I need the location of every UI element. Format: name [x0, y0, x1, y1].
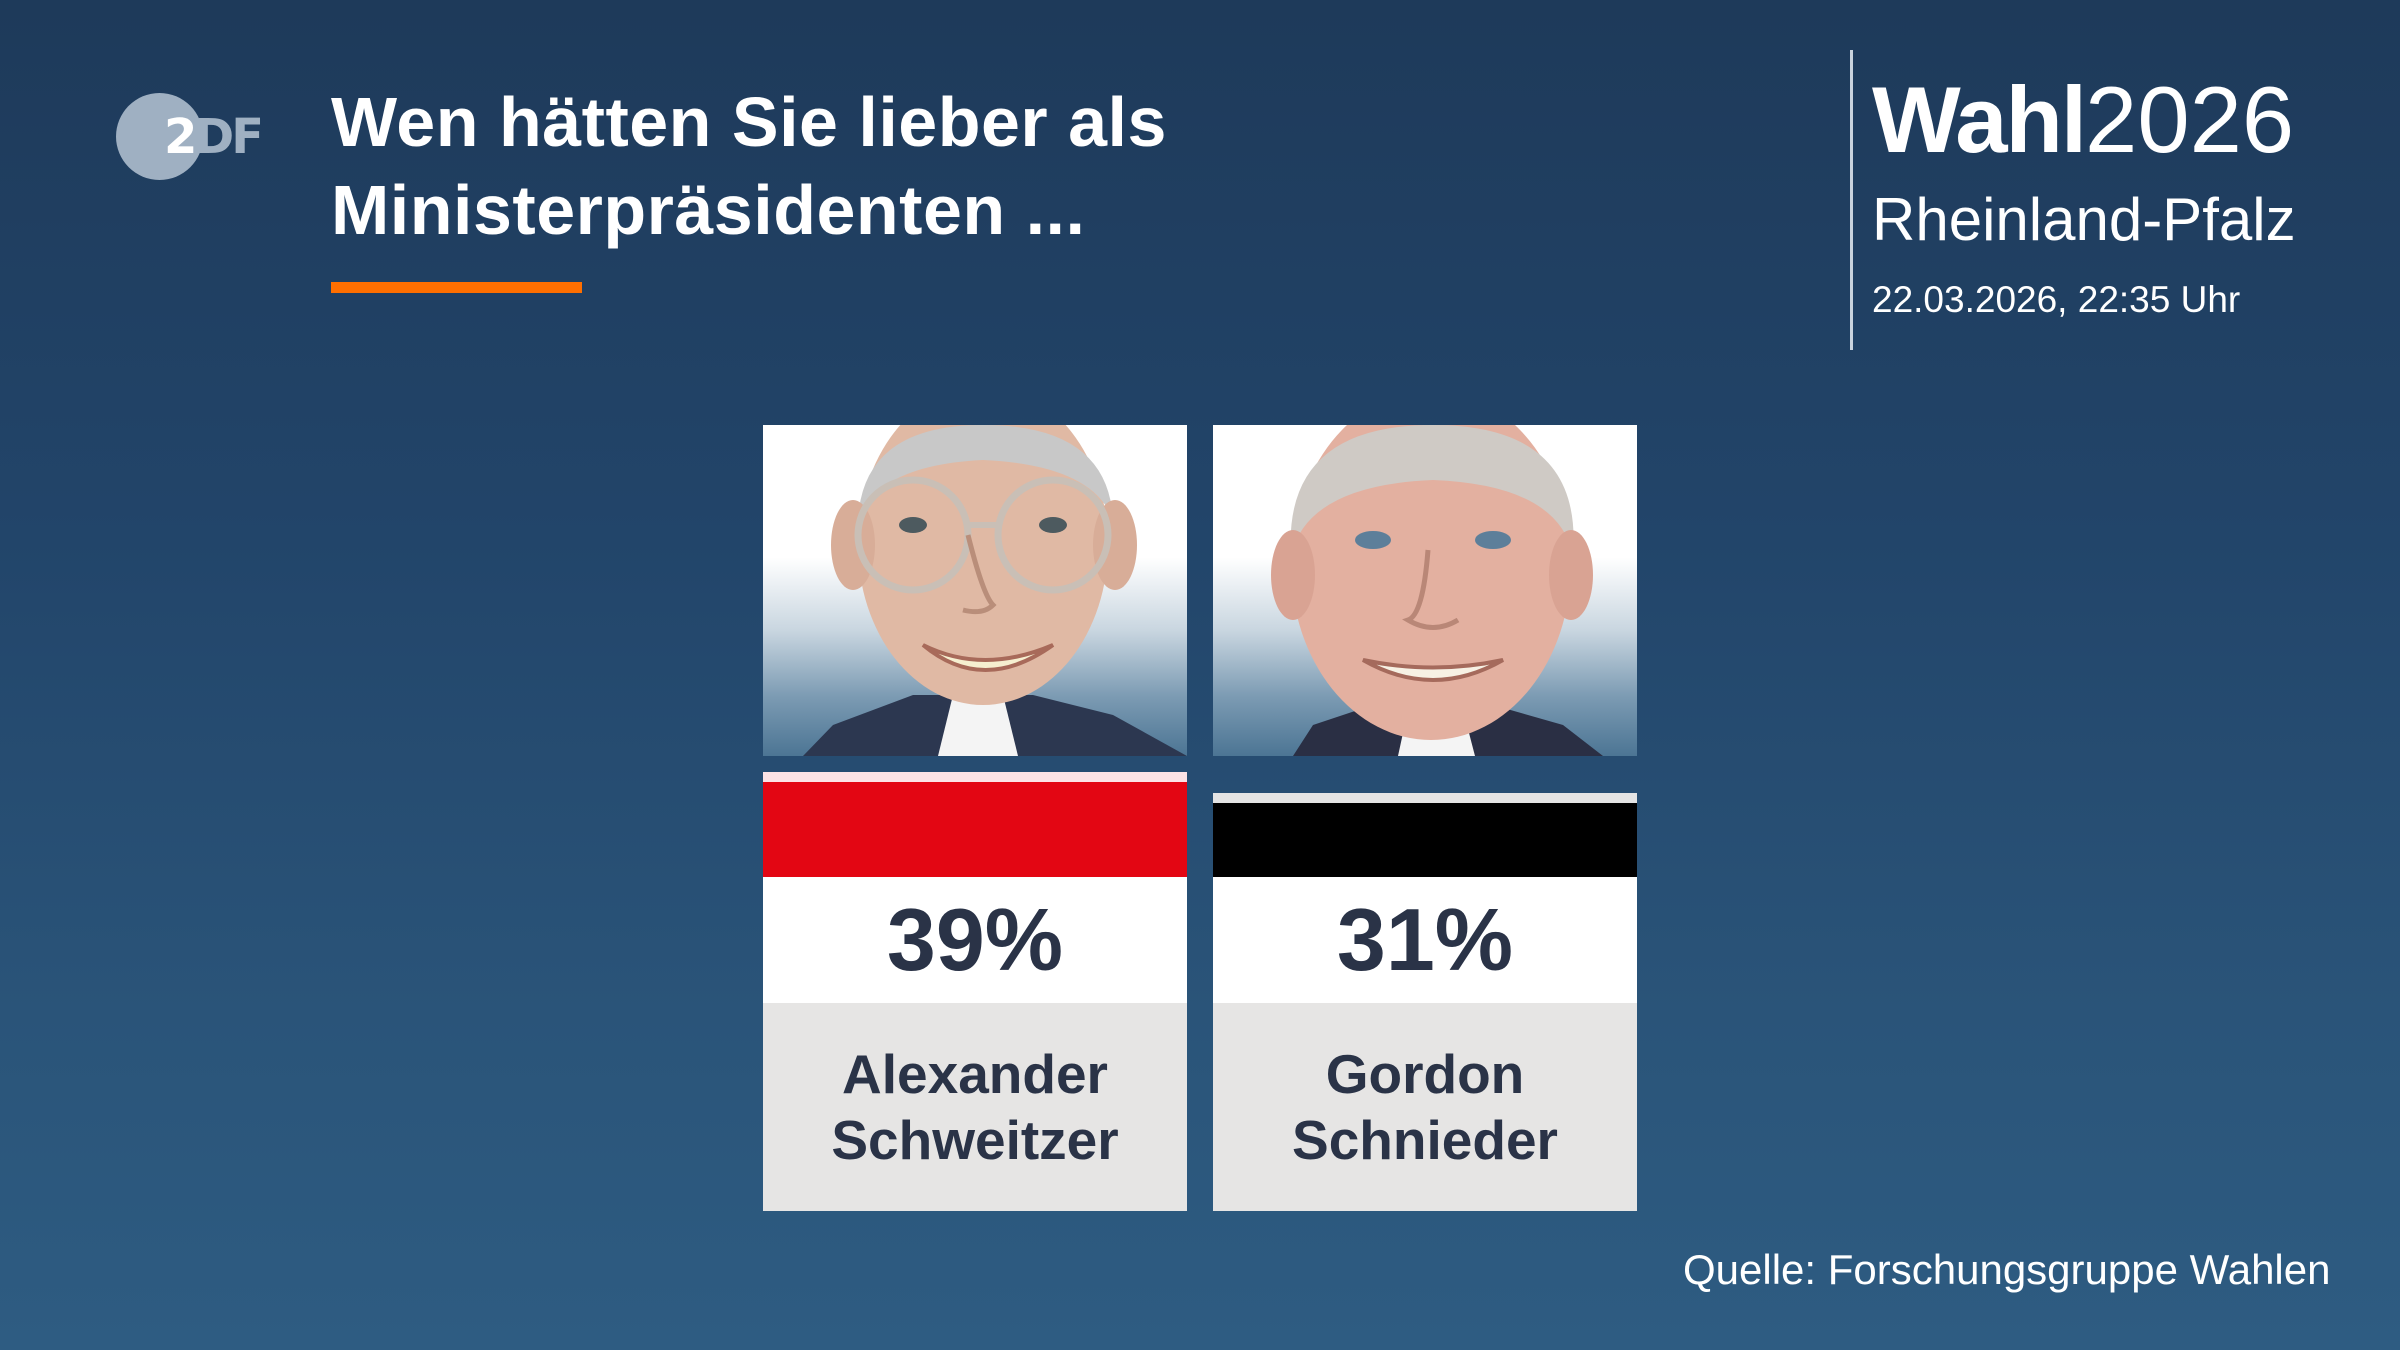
percent-box: 39% [763, 877, 1187, 1003]
candidate-last-name: Schweitzer [831, 1109, 1119, 1171]
bar-top-strip [763, 772, 1187, 782]
candidate-name-box: Alexander Schweitzer [763, 1003, 1187, 1211]
portrait-icon [1271, 425, 1603, 756]
source-note: Quelle: Forschungsgruppe Wahlen [1683, 1246, 2331, 1293]
bar-top-strip [1213, 793, 1637, 803]
vote-bar-area [1213, 772, 1637, 877]
percent-value: 39% [886, 890, 1064, 989]
percent-box: 31% [1213, 877, 1637, 1003]
logo-circle-icon [116, 93, 203, 180]
vote-bar-area [763, 772, 1187, 877]
candidate-first-name: Alexander [842, 1043, 1108, 1105]
election-region: Rheinland-Pfalz [1872, 186, 2296, 253]
candidate-photo [1213, 425, 1637, 756]
page-title: Wen hätten Sie lieber als Ministerpräsid… [331, 78, 1631, 254]
header-divider [1850, 50, 1853, 350]
title-line-1: Wen hätten Sie lieber als [331, 83, 1167, 161]
candidate-card: 31% Gordon Schnieder [1213, 425, 1637, 1211]
candidate-last-name: Schnieder [1292, 1109, 1558, 1171]
vote-bar-black [1213, 803, 1637, 877]
title-accent-bar [331, 282, 582, 293]
candidate-name-box: Gordon Schnieder [1213, 1003, 1637, 1211]
logo-wordmark: 2DF [164, 109, 264, 165]
percent-value: 31% [1336, 890, 1514, 989]
candidate-card: 39% Alexander Schweitzer [763, 425, 1187, 1211]
zdf-logo: 2DF [116, 93, 276, 181]
candidate-photo [763, 425, 1187, 756]
portrait-glasses-icon [803, 425, 1187, 756]
election-brand: Wahl2026 [1872, 67, 2295, 172]
vote-bar-red [763, 782, 1187, 877]
candidate-first-name: Gordon [1325, 1043, 1525, 1105]
election-datetime: 22.03.2026, 22:35 Uhr [1872, 279, 2241, 320]
title-line-2: Ministerpräsidenten ... [331, 171, 1086, 249]
